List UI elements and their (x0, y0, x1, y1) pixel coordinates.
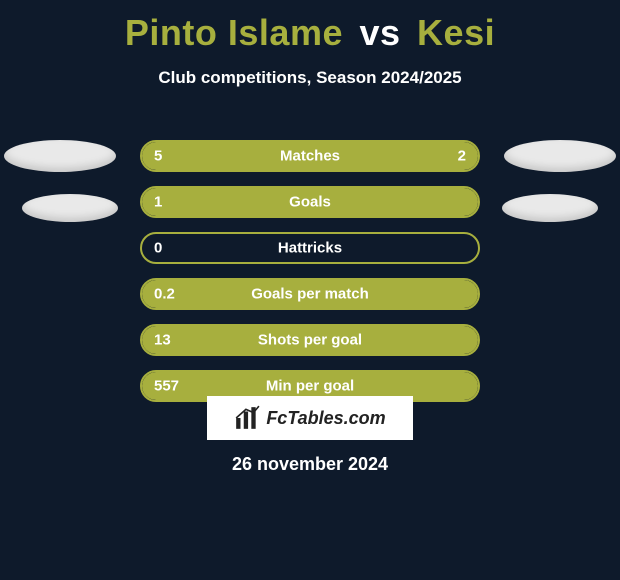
player2-logo-placeholder (502, 194, 598, 222)
stat-label: Goals (142, 194, 478, 211)
logo-text: FcTables.com (266, 408, 385, 429)
player1-name: Pinto Islame (125, 12, 343, 53)
stat-label: Hattricks (142, 240, 478, 257)
stat-bars: 52Matches 1Goals 0Hattricks 0.2Goals per ma… (140, 140, 480, 402)
player2-name: Kesi (417, 12, 495, 53)
stat-label: Shots per goal (142, 332, 478, 349)
comparison-title: Pinto Islame vs Kesi (0, 0, 620, 54)
stat-label: Min per goal (142, 378, 478, 395)
fctables-logo: FcTables.com (207, 396, 413, 440)
stat-label: Matches (142, 148, 478, 165)
stat-bar: 13Shots per goal (140, 324, 480, 356)
snapshot-date: 26 november 2024 (0, 454, 620, 475)
bars-icon (234, 405, 260, 431)
stat-label: Goals per match (142, 286, 478, 303)
player1-photo-placeholder (4, 140, 116, 172)
player2-photo-placeholder (504, 140, 616, 172)
stat-bar: 0.2Goals per match (140, 278, 480, 310)
player1-logo-placeholder (22, 194, 118, 222)
stat-bar: 0Hattricks (140, 232, 480, 264)
comparison-chart: 52Matches 1Goals 0Hattricks 0.2Goals per ma… (0, 118, 620, 398)
stat-bar: 52Matches (140, 140, 480, 172)
stat-bar: 1Goals (140, 186, 480, 218)
subtitle: Club competitions, Season 2024/2025 (0, 68, 620, 88)
vs-text: vs (359, 12, 400, 53)
